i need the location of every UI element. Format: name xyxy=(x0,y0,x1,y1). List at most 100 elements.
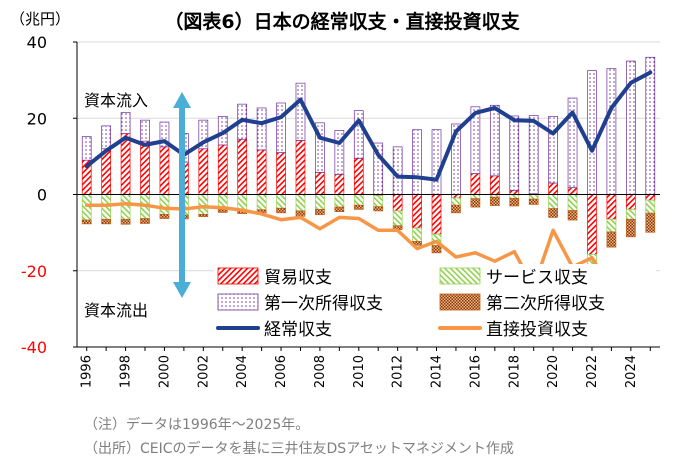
legend-label: 第一次所得収支 xyxy=(264,294,383,314)
bar-segment xyxy=(451,197,461,206)
bar-segment xyxy=(315,172,325,195)
bar-segment xyxy=(548,194,558,209)
legend-swatch xyxy=(217,267,259,285)
legend-swatch xyxy=(439,267,481,285)
x-tick-label: 2018 xyxy=(507,355,522,388)
bar-segment xyxy=(101,125,112,150)
bar-segment xyxy=(392,194,403,212)
bar-segment xyxy=(412,227,422,242)
bar-segment xyxy=(625,194,636,210)
y-axis-label: （兆円） xyxy=(10,10,70,28)
bar-segment xyxy=(334,194,345,208)
y-tick-label: -40 xyxy=(21,338,47,357)
x-tick-label: 2006 xyxy=(274,355,289,388)
bar-segment xyxy=(353,204,364,210)
x-tick-label: 1996 xyxy=(80,355,95,388)
bar-segment xyxy=(295,210,306,217)
x-tick-label: 2012 xyxy=(391,355,406,388)
bar-segment xyxy=(470,106,481,174)
legend-label: 直接投資収支 xyxy=(486,320,588,340)
bar-segment xyxy=(198,148,209,195)
annotation-capital-inflow: 資本流入 xyxy=(84,91,148,110)
x-tick-label: 2020 xyxy=(546,355,561,388)
bar-segment xyxy=(470,173,481,195)
bar-segment xyxy=(276,207,286,214)
bar-segment xyxy=(489,196,500,206)
bar-segment xyxy=(334,130,345,175)
note-source: （出所）CEICのデータを基に三井住友DSアセットマネジメント作成 xyxy=(84,441,514,457)
bar-segment xyxy=(334,173,345,195)
bar-segment xyxy=(295,82,306,141)
bar-segment xyxy=(198,119,209,150)
bar-segment xyxy=(645,56,656,195)
series-line xyxy=(84,70,653,182)
bar-segment xyxy=(528,194,539,200)
x-tick-label: 2002 xyxy=(196,355,211,388)
bar-segment xyxy=(625,218,636,238)
legend-label: 経常収支 xyxy=(264,320,332,340)
bar-segment xyxy=(256,107,267,151)
legend-background xyxy=(214,264,656,346)
bar-segment xyxy=(451,204,461,214)
bar-segment xyxy=(645,212,656,233)
bar-segment xyxy=(528,198,539,205)
chart-title: （図表6）日本の経常収支・直接投資収支 xyxy=(164,10,520,33)
bar-segment xyxy=(101,218,112,225)
bar-segment xyxy=(276,194,286,209)
x-tick-label: 1998 xyxy=(119,355,134,388)
bar-segment xyxy=(159,146,170,195)
bar-segment xyxy=(431,245,442,254)
x-tick-label: 2016 xyxy=(468,355,483,388)
bar-segment xyxy=(606,194,617,220)
bar-segment xyxy=(315,122,325,173)
bar-segment xyxy=(412,129,422,195)
y-tick-label: 40 xyxy=(27,33,47,52)
x-tick-label: 2000 xyxy=(157,355,172,388)
legend-label: 第二次所得収支 xyxy=(486,294,605,314)
bar-segment xyxy=(606,68,617,195)
y-tick-label: -20 xyxy=(21,262,47,281)
bar-segment xyxy=(140,119,150,142)
x-tick-label: 2022 xyxy=(585,355,600,388)
bar-segment xyxy=(120,194,131,220)
bar-segment xyxy=(509,197,520,207)
bar-segment xyxy=(567,187,578,195)
bar-segment xyxy=(373,195,384,208)
x-tick-label: 2004 xyxy=(235,355,250,388)
bar-segment xyxy=(489,175,500,195)
x-tick-label: 2024 xyxy=(624,355,639,388)
bar-segment xyxy=(353,110,364,159)
bar-segment xyxy=(528,115,539,195)
bar-segment xyxy=(470,194,481,200)
legend-label: 貿易収支 xyxy=(264,268,332,288)
legend-swatch xyxy=(217,293,259,311)
bars xyxy=(81,56,656,286)
bar-segment xyxy=(295,194,306,212)
bar-segment xyxy=(120,112,131,134)
bar-segment xyxy=(140,140,150,195)
annotation-capital-outflow: 資本流出 xyxy=(84,301,148,320)
arrow-head-down xyxy=(173,282,191,298)
bar-segment xyxy=(587,70,597,195)
arrow-head-up xyxy=(173,92,191,108)
bar-segment xyxy=(567,210,578,221)
bar-segment xyxy=(256,149,267,195)
bar-segment xyxy=(315,194,325,210)
bar-segment xyxy=(140,218,150,224)
bar-segment xyxy=(276,152,286,195)
bar-segment xyxy=(353,157,364,195)
bar-segment xyxy=(198,194,209,215)
bar-segment xyxy=(625,209,636,220)
bar-segment xyxy=(256,194,267,211)
bar-segment xyxy=(392,210,403,227)
bar-segment xyxy=(548,115,558,184)
bar-segment xyxy=(334,206,345,213)
y-tick-label: 20 xyxy=(27,109,47,128)
bar-segment xyxy=(645,199,656,214)
x-tick-label: 2008 xyxy=(313,355,328,388)
axes: 40 20 0 -20 -40 1996 1998 2000 2002 2004 2006 2008 2… xyxy=(21,33,660,388)
bar-segment xyxy=(412,194,422,229)
bar-segment xyxy=(470,198,481,208)
bar-segment xyxy=(159,213,170,219)
bar-segment xyxy=(159,194,170,215)
